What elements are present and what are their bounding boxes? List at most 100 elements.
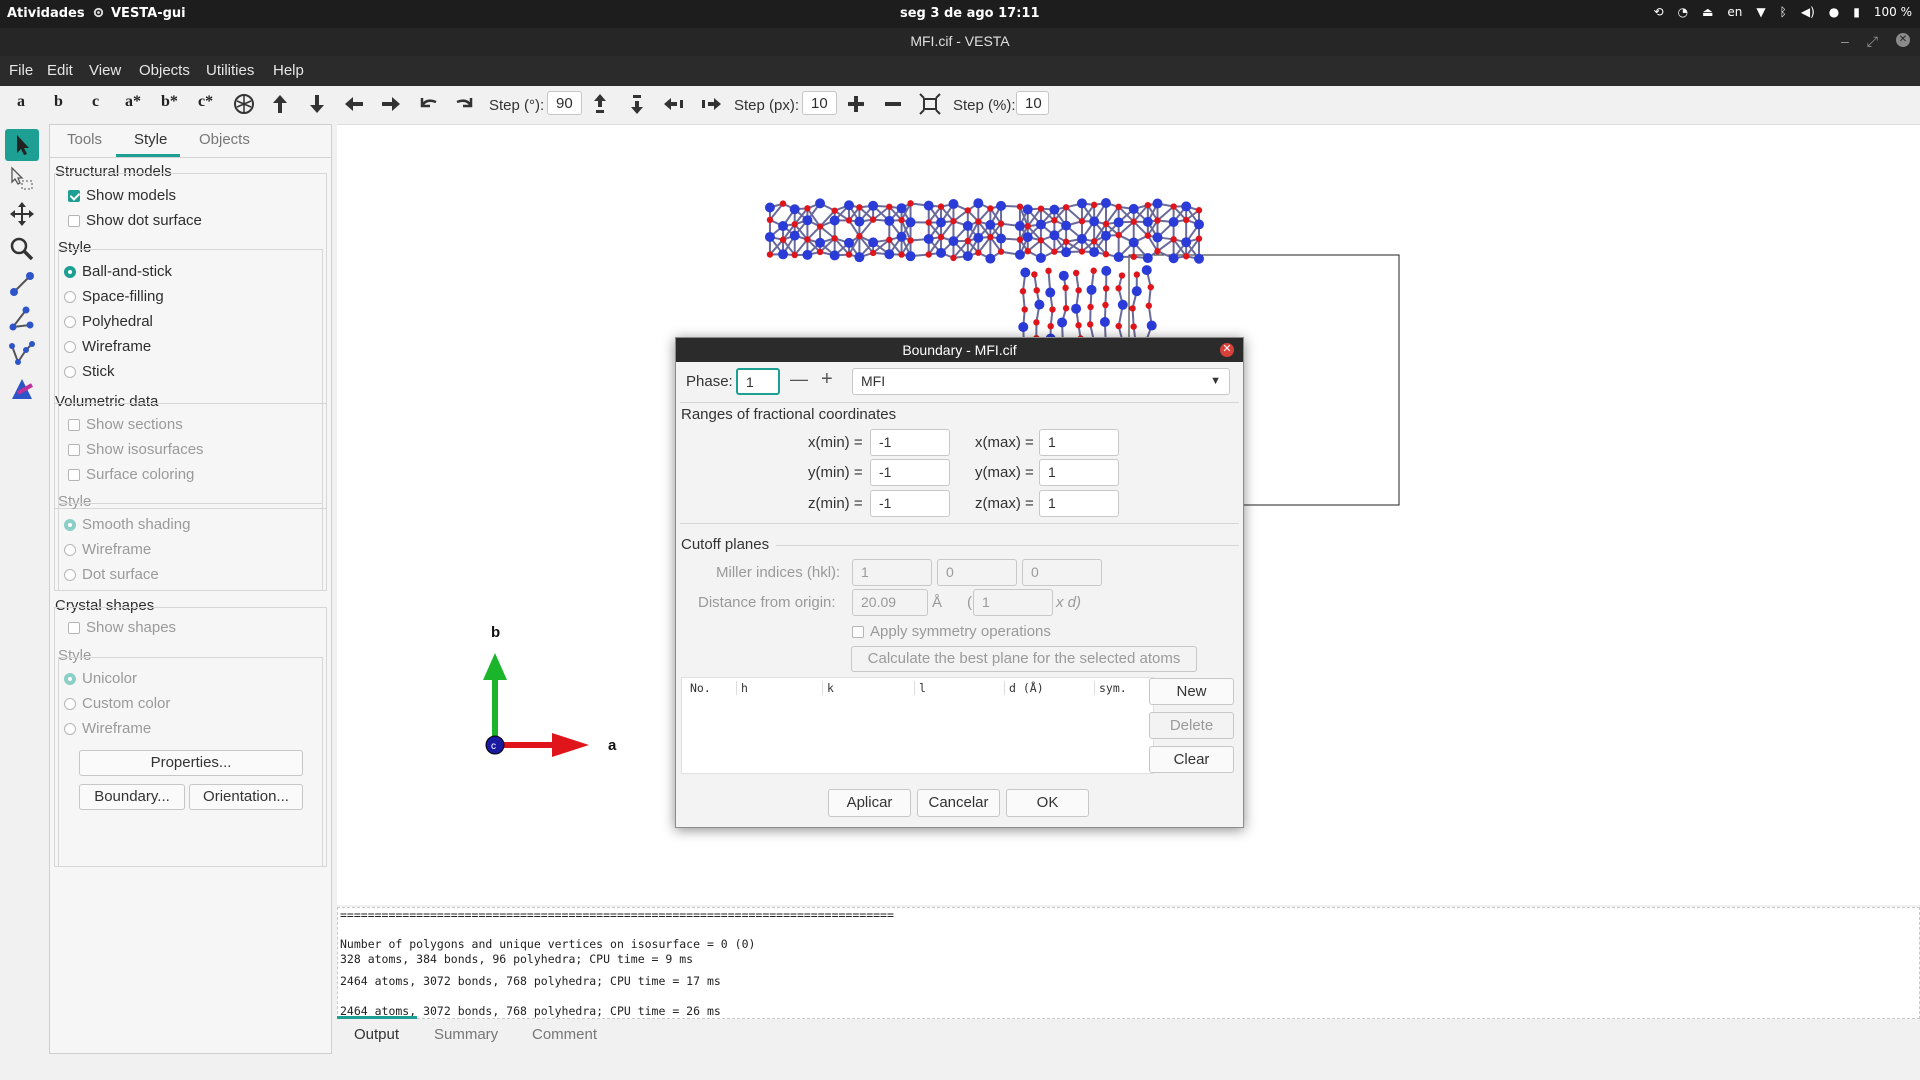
dihedral-tool[interactable] <box>8 340 36 368</box>
rotate-down-icon[interactable] <box>305 92 329 116</box>
show-sections-checkbox[interactable]: Show sections <box>68 416 183 433</box>
tab-output[interactable]: Output <box>354 1026 400 1043</box>
distance-tool[interactable] <box>8 270 36 298</box>
translate-up-icon[interactable] <box>588 92 612 116</box>
distance-input[interactable]: 20.09 <box>852 589 928 616</box>
phase-name-dropdown[interactable]: MFI ▼ <box>852 368 1230 395</box>
apply-symmetry-checkbox[interactable]: Apply symmetry operations <box>852 623 1051 640</box>
cancel-button[interactable]: Cancelar <box>917 789 1000 817</box>
increment-button[interactable]: + <box>821 368 833 390</box>
apply-button[interactable]: Aplicar <box>828 789 911 817</box>
menu-utilities[interactable]: Utilities <box>206 62 255 79</box>
view-along-c-button[interactable]: c <box>92 93 100 110</box>
app-menu[interactable]: VESTA-gui <box>92 6 186 21</box>
miller-l-input[interactable]: 0 <box>1022 559 1102 586</box>
rotate-cw-icon[interactable] <box>453 92 477 116</box>
view-along-a-button[interactable]: a <box>17 93 25 110</box>
unicolor-radio[interactable]: Unicolor <box>64 670 137 687</box>
rectangle-select-tool[interactable] <box>8 165 36 193</box>
minimize-icon[interactable]: – <box>1841 33 1849 49</box>
show-shapes-checkbox[interactable]: Show shapes <box>68 619 176 636</box>
output-console[interactable]: ========================================… <box>337 907 1920 1019</box>
miller-h-input[interactable]: 1 <box>852 559 932 586</box>
select-tool-button[interactable] <box>5 129 39 161</box>
tab-comment[interactable]: Comment <box>532 1026 598 1043</box>
boundary-button[interactable]: Boundary... <box>79 784 185 810</box>
show-isosurfaces-checkbox[interactable]: Show isosurfaces <box>68 441 204 458</box>
tab-objects[interactable]: Objects <box>199 131 250 148</box>
fit-to-screen-icon[interactable] <box>918 92 942 116</box>
translate-down-icon[interactable] <box>625 92 649 116</box>
view-along-b-button[interactable]: b <box>54 93 63 110</box>
step-percent-input[interactable]: 10 <box>1016 91 1049 115</box>
angle-tool[interactable] <box>8 305 36 333</box>
clear-planes-button[interactable]: Clear <box>1149 746 1234 773</box>
calculate-best-plane-button[interactable]: Calculate the best plane for the selecte… <box>851 646 1197 672</box>
custom-color-radio[interactable]: Custom color <box>64 695 170 712</box>
xmin-input[interactable]: -1 <box>870 429 950 456</box>
new-plane-button[interactable]: New <box>1149 678 1234 705</box>
ymin-input[interactable]: -1 <box>870 459 950 486</box>
style-wireframe-radio[interactable]: Wireframe <box>64 338 151 355</box>
style-stick-radio[interactable]: Stick <box>64 363 115 380</box>
tab-style[interactable]: Style <box>134 131 168 148</box>
dot-surface-radio[interactable]: Dot surface <box>64 566 159 583</box>
translate-left-icon[interactable] <box>662 92 686 116</box>
volumetric-wireframe-radio[interactable]: Wireframe <box>64 541 151 558</box>
bond <box>966 221 980 242</box>
menu-view[interactable]: View <box>89 62 122 79</box>
zoom-out-icon[interactable] <box>881 92 905 116</box>
standard-orientation-icon[interactable] <box>232 92 256 116</box>
show-models-checkbox[interactable]: Show models <box>68 187 176 204</box>
tab-tools[interactable]: Tools <box>67 131 103 148</box>
close-icon[interactable]: ✕ <box>1896 33 1910 47</box>
tab-summary[interactable]: Summary <box>434 1026 499 1043</box>
xmax-input[interactable]: 1 <box>1039 429 1119 456</box>
style-ball-and-stick-radio[interactable]: Ball-and-stick <box>64 263 172 280</box>
translate-tool[interactable] <box>8 200 36 228</box>
menu-file[interactable]: File <box>9 62 34 79</box>
smooth-shading-radio[interactable]: Smooth shading <box>64 516 190 533</box>
view-along-a-star-button[interactable]: a* <box>125 93 141 110</box>
step-degree-input[interactable]: 90 <box>547 91 582 115</box>
language-indicator[interactable]: en <box>1727 5 1743 19</box>
ymax-input[interactable]: 1 <box>1039 459 1119 486</box>
properties-button[interactable]: Properties... <box>79 750 303 776</box>
step-px-input[interactable]: 10 <box>802 91 837 115</box>
orientation-button[interactable]: Orientation... <box>189 784 303 810</box>
style-space-filling-radio[interactable]: Space-filling <box>64 288 164 305</box>
crystal-wireframe-radio[interactable]: Wireframe <box>64 720 151 737</box>
zmin-input[interactable]: -1 <box>870 490 950 517</box>
rotate-ccw-icon[interactable] <box>416 92 440 116</box>
view-along-b-star-button[interactable]: b* <box>161 93 178 110</box>
activities-button[interactable]: Atividades <box>7 6 85 21</box>
cutoff-planes-table[interactable]: No. h k l d (Å) sym. <box>681 677 1154 774</box>
translate-right-icon[interactable] <box>699 92 723 116</box>
close-icon[interactable]: ✕ <box>1220 343 1234 357</box>
menu-help[interactable]: Help <box>273 62 304 79</box>
decrement-button[interactable]: — <box>790 369 808 389</box>
surface-coloring-checkbox[interactable]: Surface coloring <box>68 466 194 483</box>
rotate-right-icon[interactable] <box>379 92 403 116</box>
menu-objects[interactable]: Objects <box>139 62 190 79</box>
miller-k-input[interactable]: 0 <box>937 559 1017 586</box>
show-dot-surface-checkbox[interactable]: Show dot surface <box>68 212 202 229</box>
delete-plane-button[interactable]: Delete <box>1149 712 1234 739</box>
maximize-icon[interactable]: ⤢ <box>1866 33 1878 49</box>
zoom-in-icon[interactable] <box>844 92 868 116</box>
rotate-left-icon[interactable] <box>342 92 366 116</box>
silicon-atom <box>923 233 934 244</box>
zmax-input[interactable]: 1 <box>1039 490 1119 517</box>
ok-button[interactable]: OK <box>1006 789 1089 817</box>
silicon-atom <box>1168 253 1179 264</box>
multiplier-input[interactable]: 1 <box>973 589 1053 616</box>
rotate-up-icon[interactable] <box>268 92 292 116</box>
phase-spinbox[interactable]: 1 <box>736 368 780 395</box>
system-tray[interactable]: ⟲ ◔ ⏏ en ▼ ᛒ ◀) ● ▮ 100 % <box>1654 5 1912 19</box>
style-polyhedral-radio[interactable]: Polyhedral <box>64 313 153 330</box>
clock[interactable]: seg 3 de ago 17:11 <box>900 6 1040 21</box>
menu-edit[interactable]: Edit <box>47 62 73 79</box>
magnify-tool[interactable] <box>8 235 36 263</box>
edit-bonds-tool[interactable] <box>8 375 36 403</box>
view-along-c-star-button[interactable]: c* <box>198 93 214 110</box>
